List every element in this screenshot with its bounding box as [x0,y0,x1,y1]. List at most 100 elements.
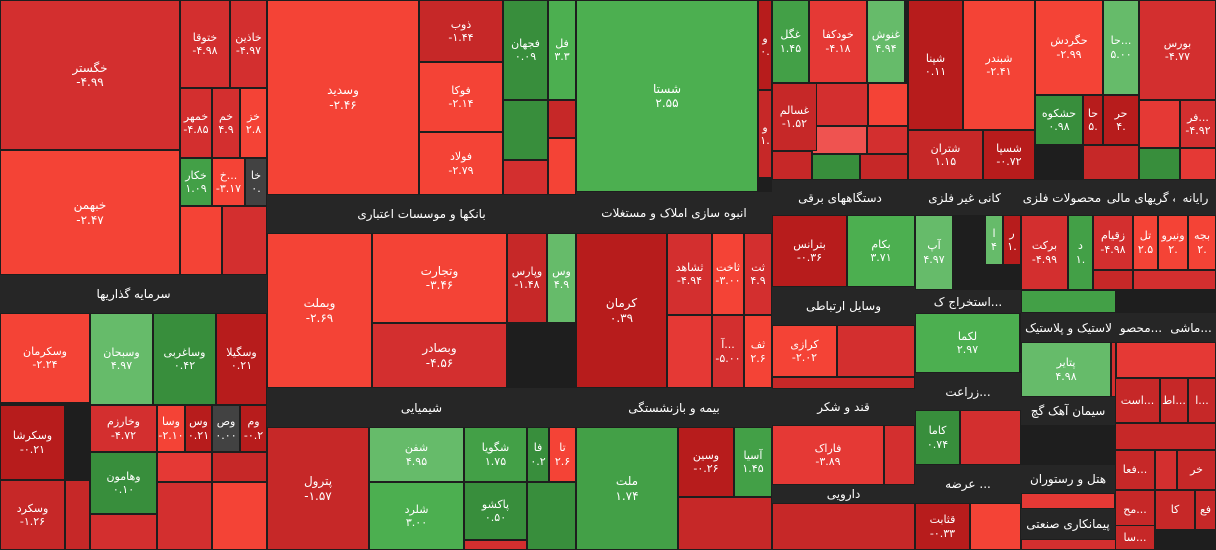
stock-tile[interactable]: وس ۴.۹ [547,233,576,323]
minor-stock-tile[interactable] [212,482,267,550]
minor-stock-tile[interactable] [503,160,548,195]
stock-tile[interactable]: برکت -۴.۹۹ [1021,215,1068,290]
stock-tile[interactable]: است... [1115,378,1160,423]
stock-tile[interactable]: سا... [1115,525,1155,550]
minor-stock-tile[interactable] [884,425,915,485]
stock-tile[interactable]: تل ۲.۵ [1133,215,1158,270]
stock-tile[interactable]: شبندر -۲.۴۱ [963,0,1035,130]
stock-tile[interactable]: وس ۰.۲۱ [185,405,212,452]
stock-tile[interactable]: وساغربی ۰.۴۲ [153,313,216,405]
stock-tile[interactable]: خر [1177,450,1216,490]
sector-header[interactable]: قند و شکر [772,389,915,425]
sector-header[interactable]: سرمایه گذاریها [0,275,267,313]
stock-tile[interactable]: ختوقا -۴.۹۸ [180,0,230,88]
sector-header[interactable]: استخراج ک... [915,290,1021,313]
stock-tile[interactable]: خگستر -۴.۹۹ [0,0,180,150]
stock-tile[interactable]: شگویا ۱.۷۵ [464,427,527,482]
minor-stock-tile[interactable] [812,126,867,154]
sector-header[interactable]: شیمیایی [267,388,576,427]
minor-stock-tile[interactable] [1021,493,1115,509]
stock-tile[interactable]: حشکوه ۰.۹۸ [1035,95,1083,145]
minor-stock-tile[interactable] [1021,539,1116,550]
minor-stock-tile[interactable] [157,452,212,482]
sector-header[interactable]: محصولات فلزی [1021,180,1103,215]
minor-stock-tile[interactable] [1111,342,1116,397]
sector-header[interactable]: دارویی [772,485,915,503]
minor-stock-tile[interactable] [1083,145,1139,180]
stock-tile[interactable]: قثابت -۰.۳۳ [915,503,970,550]
stock-tile[interactable]: ر ۱. [1003,215,1021,265]
minor-stock-tile[interactable] [464,540,527,550]
sector-header[interactable]: دستگاههای برقی [772,180,908,215]
stock-tile[interactable]: شفن ۴.۹۵ [369,427,464,482]
stock-tile[interactable]: شتران ۱.۱۵ [908,130,983,180]
minor-stock-tile[interactable] [212,452,267,482]
sector-header[interactable]: رایانه [1175,180,1216,215]
stock-tile[interactable]: فاراک -۳.۸۹ [772,425,884,485]
stock-tile[interactable]: وخارزم -۴.۷۲ [90,405,157,452]
stock-tile[interactable]: آپ ۴.۹۷ [915,215,953,290]
stock-tile[interactable]: وم -۰.۲ [240,405,267,452]
stock-tile[interactable]: وسبحان ۴.۹۷ [90,313,153,405]
minor-stock-tile[interactable] [1155,450,1177,490]
minor-stock-tile[interactable] [65,480,90,550]
stock-tile[interactable]: بکام ۳.۷۱ [847,215,915,287]
stock-tile[interactable]: وپارس -۱.۴۸ [507,233,547,323]
stock-tile[interactable]: خبهمن -۲.۴۷ [0,150,180,275]
stock-tile[interactable]: وبملت -۲.۶۹ [267,233,372,388]
stock-tile[interactable]: وسکرمان -۲.۲۴ [0,313,90,403]
stock-tile[interactable]: خاذین -۴.۹۷ [230,0,267,88]
minor-stock-tile[interactable] [503,100,548,160]
minor-stock-tile[interactable] [970,503,1021,550]
stock-tile[interactable]: شلرد ۳.۰۰ [369,482,464,550]
stock-tile[interactable]: خکار ۱.۰۹ [180,158,212,206]
stock-tile[interactable]: شپنا ۰.۱۱ [908,0,963,130]
minor-stock-tile[interactable] [868,83,908,126]
stock-tile[interactable]: حر ۴. [1103,95,1139,145]
stock-tile[interactable]: حا ۵. [1083,95,1103,145]
minor-stock-tile[interactable] [90,514,157,550]
stock-tile[interactable]: پترول -۱.۵۷ [267,427,369,550]
minor-stock-tile[interactable] [157,482,212,550]
minor-stock-tile[interactable] [812,83,868,126]
stock-tile[interactable]: آسیا ۱.۴۵ [734,427,772,497]
stock-tile[interactable]: وسا -۲.۱۰ [157,405,185,452]
stock-tile[interactable]: ثت ۴.۹ [744,233,772,315]
stock-tile[interactable]: غگل ۱.۴۵ [772,0,809,83]
stock-tile[interactable]: وسکرد -۱.۲۶ [0,480,65,550]
stock-tile[interactable]: کرازی -۲.۰۲ [772,325,837,377]
sector-header[interactable]: واسطه گریهای مالی و پولی [1103,180,1175,215]
stock-tile[interactable]: خم ۴.۹ [212,88,240,158]
stock-tile[interactable]: خودکفا -۴.۱۸ [809,0,867,83]
stock-tile[interactable]: حگردش -۲.۹۹ [1035,0,1103,95]
sector-header[interactable]: زراعت... [915,373,1021,410]
minor-stock-tile[interactable] [772,151,812,180]
stock-tile[interactable]: فا ۰.۲ [527,427,549,482]
stock-tile[interactable]: وتجارت -۳.۴۶ [372,233,507,323]
stock-tile[interactable]: وسکرشا -۰.۲۱ [0,405,65,480]
minor-stock-tile[interactable] [812,154,860,180]
minor-stock-tile[interactable] [527,482,576,550]
minor-stock-tile[interactable] [1180,148,1216,180]
stock-tile[interactable]: ملت ۱.۷۴ [576,427,678,550]
minor-stock-tile[interactable] [772,503,915,550]
minor-stock-tile[interactable] [667,315,712,388]
stock-tile[interactable]: خز ۲.۸ [240,88,267,158]
stock-tile[interactable]: و ۰. [758,0,772,90]
sector-header[interactable]: هتل و رستوران [1021,465,1115,493]
stock-tile[interactable]: و ۱. [758,90,772,178]
minor-stock-tile[interactable] [222,206,267,275]
stock-tile[interactable]: وبصادر -۴.۵۶ [372,323,507,388]
stock-tile[interactable]: فعا... [1115,450,1155,490]
sector-header[interactable]: بیمه و بازنشستگی [576,388,772,427]
stock-tile[interactable]: فل ۳.۳ [548,0,576,100]
stock-tile[interactable]: کرمان ۰.۳۹ [576,233,667,388]
stock-tile[interactable]: وسین -۰.۲۶ [678,427,734,497]
sector-header[interactable]: پیمانکاری صنعتی [1021,509,1115,539]
stock-tile[interactable]: وهامون ۰.۱۰ [90,452,157,514]
sector-header[interactable]: سیمان آهک گچ [1021,397,1115,425]
stock-tile[interactable]: وسدید -۲.۴۶ [267,0,419,195]
stock-tile[interactable]: زقیام -۴.۹۸ [1093,215,1133,270]
stock-tile[interactable]: فع [1195,490,1216,530]
